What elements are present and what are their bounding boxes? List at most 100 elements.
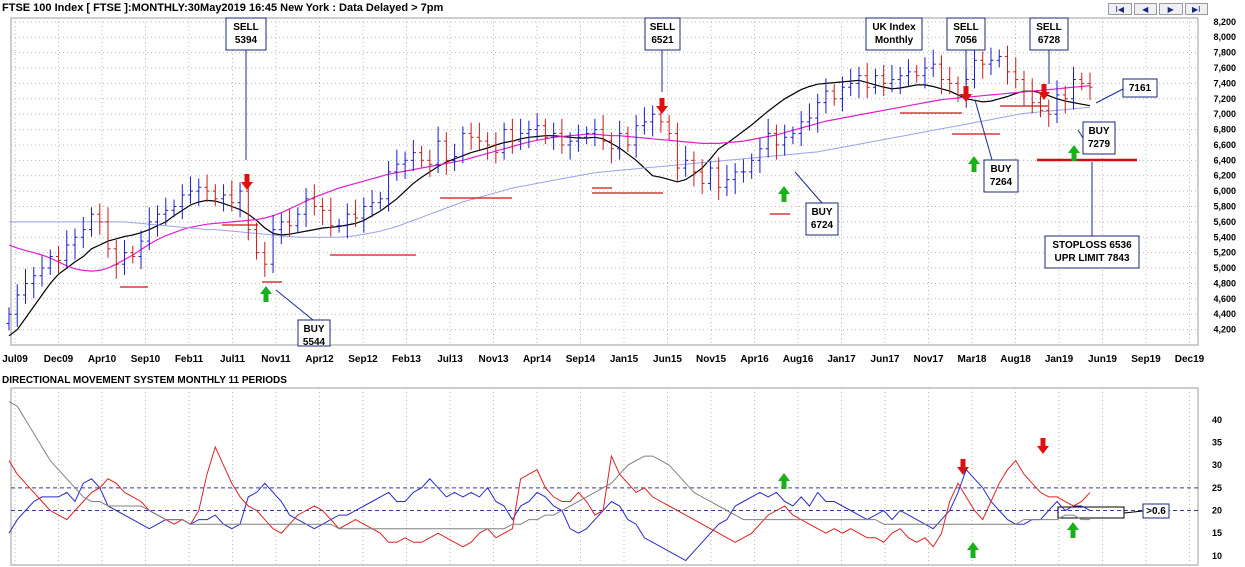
price-y-tick-label: 7,400 [1213,78,1236,88]
ohlc-bar [534,113,540,141]
dmi-threshold-label: >0.6 [1146,506,1166,517]
x-tick-label: Apr12 [305,354,334,365]
annotation-text: Monthly [875,35,914,46]
ohlc-bar [47,249,53,275]
ohlc-bar [831,84,837,106]
annotation-text: 7264 [990,177,1013,188]
ohlc-bar [344,203,350,239]
ohlc-bar [163,197,169,225]
ohlc-bar [773,124,779,160]
ohlc-bar [1004,45,1010,85]
annotation-text: UK Index [872,22,916,33]
ohlc-bar [476,122,482,150]
minus-di-line [8,445,1091,548]
annotation-text: BUY [990,164,1011,175]
moving-averages [8,79,1091,337]
ohlc-bar [204,174,210,202]
ohlc-bar [254,222,260,260]
price-y-tick-label: 6,400 [1213,155,1236,165]
buy-arrow-icon [778,473,790,489]
annotation-leader [794,171,823,204]
ohlc-bar [1087,72,1093,100]
ohlc-bar [369,189,375,218]
dmi-y-tick-label: 30 [1212,460,1222,470]
ohlc-bar [815,93,821,133]
ohlc-bar [23,268,29,304]
next-page-button[interactable]: ▶ [1159,3,1183,15]
ohlc-bar [839,76,845,112]
dmi-panel-frame [10,387,1199,566]
ohlc-bar [551,122,557,150]
ohlc-bar [856,66,862,99]
price-y-tick-label: 5,600 [1213,217,1236,227]
ohlc-bar [625,126,631,152]
ohlc-bar [790,126,796,145]
dmi-leader [1123,510,1144,514]
x-tick-label: Jan15 [610,354,639,365]
annotation-box [297,319,331,347]
annotation-text: STOPLOSS 6536 [1052,240,1132,251]
x-tick-label: Sep14 [566,354,596,365]
ohlc-bar [905,59,911,87]
ohlc-bar [1021,70,1027,106]
ohlc-bar [980,51,986,79]
annotation-sell-5394: SELL 5394 [225,17,267,160]
price-y-tick-label: 6,600 [1213,140,1236,150]
annotation-box [1082,121,1116,155]
sell-arrow-icon [656,98,668,114]
annotation-box [1029,17,1069,51]
annotation-box [1044,235,1140,269]
prev-page-button[interactable]: ◀ [1133,3,1157,15]
last-page-button[interactable]: ▶I [1184,3,1208,15]
ohlc-bar [427,149,433,177]
ohlc-bar [328,197,334,237]
annotation-text: 5394 [235,35,258,46]
sell-arrow-icon [960,86,972,102]
ohlc-bar [518,118,524,150]
x-tick-label: Sep19 [1131,354,1161,365]
ohlc-bar [592,118,598,147]
ohlc-bar [287,209,293,237]
annotation-text: 7161 [1129,83,1152,94]
ohlc-bar [600,114,606,150]
ohlc-bar [237,182,243,218]
dmi-threshold-box [1142,503,1170,519]
navigation-controls[interactable]: I◀ ◀ ▶ ▶I [1108,3,1208,15]
chart-header-title: FTSE 100 Index [ FTSE ]:MONTHLY:30May201… [2,2,444,14]
annotation-text: 6724 [811,220,834,231]
x-tick-label: Dec19 [1175,354,1205,365]
annotation-box [1122,78,1158,98]
buy-arrow-icon [1067,522,1079,538]
ohlc-bar [188,176,194,204]
first-page-button[interactable]: I◀ [1108,3,1132,15]
adx-line [8,401,1090,530]
ohlc-bar [1029,78,1035,114]
buy-arrow-icon [968,156,980,172]
annotation-box [946,17,986,51]
sell-arrow-icon [1038,84,1050,100]
ohlc-bar [823,78,829,114]
price-y-tick-label: 7,800 [1213,48,1236,58]
ohlc-bar [14,284,20,327]
ohlc-bar [402,151,408,179]
ohlc-bar [1079,72,1085,91]
annotation-buy-5544: BUY 5544 [275,289,331,348]
ohlc-bar [699,159,705,195]
dmi-y-tick-label: 35 [1212,437,1222,447]
annotation-text: 5544 [303,337,326,348]
x-tick-label: Nov17 [913,354,943,365]
annotation-stoploss-6536-upr-limit-7843: STOPLOSS 6536 UPR LIMIT 7843 [1044,162,1140,269]
ohlc-bar [221,184,227,212]
ohlc-bar [724,164,730,197]
ohlc-bar [6,307,12,331]
annotation-buy-7279: BUY 7279 [1077,121,1116,155]
dmi-y-tick-label: 20 [1212,506,1222,516]
ohlc-bar [864,63,870,99]
ohlc-bar [872,68,878,95]
ohlc-bar [509,118,515,154]
ohlc-bar [72,228,78,260]
ohlc-bar [1054,80,1060,124]
buy-arrow-icon [260,286,272,302]
ohlc-bar [179,184,185,220]
ohlc-bar [493,132,499,164]
